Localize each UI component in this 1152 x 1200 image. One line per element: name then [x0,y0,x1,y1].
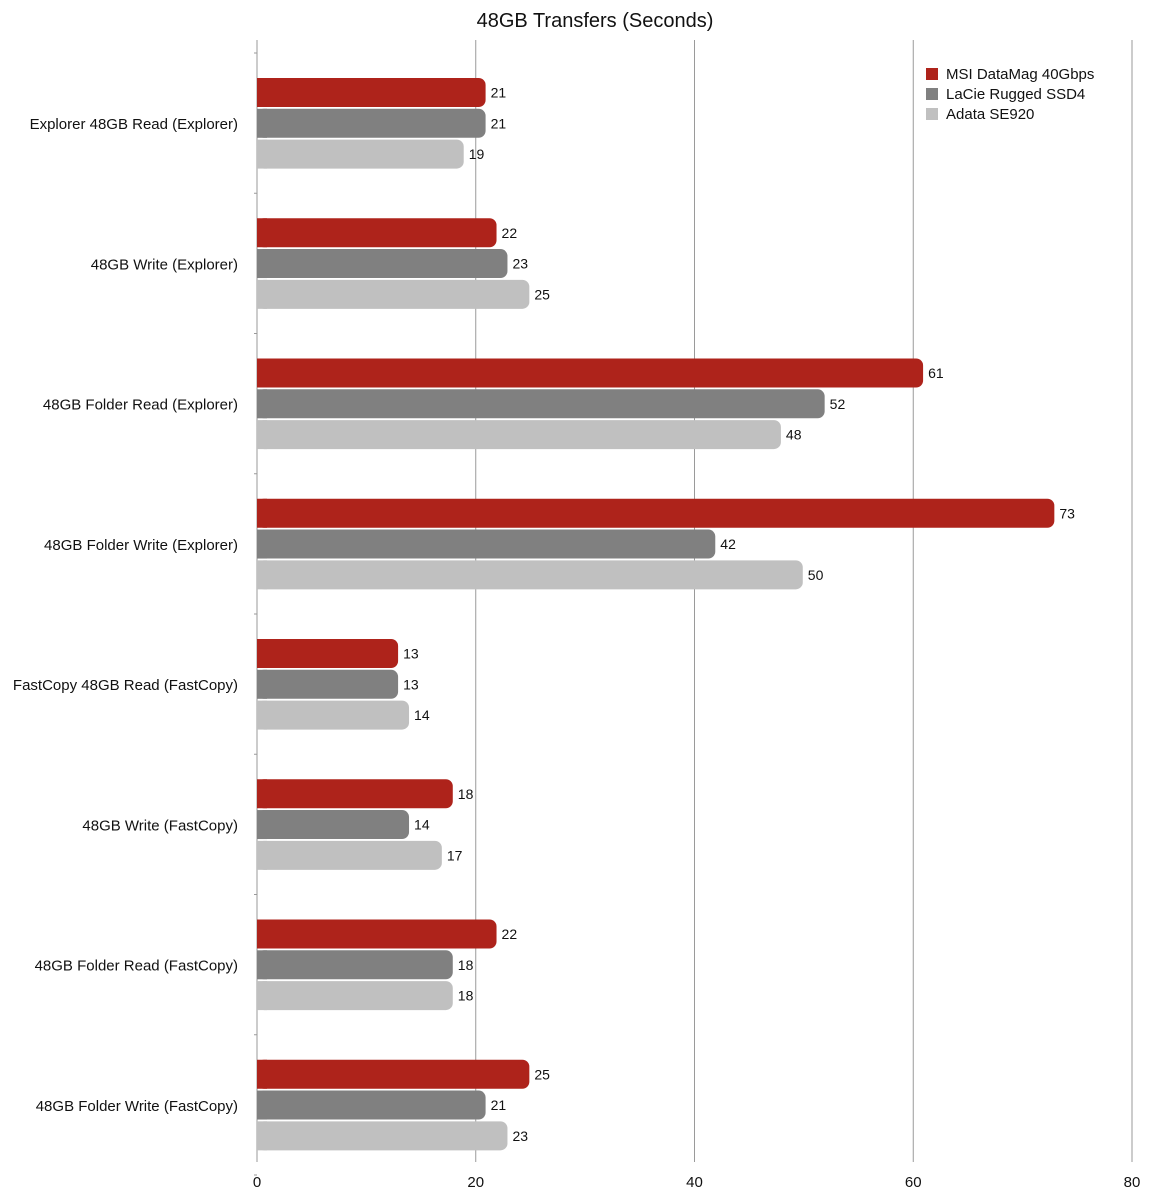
x-tick-label: 60 [905,1174,922,1191]
gridlines [475,40,1133,1162]
data-label: 50 [808,567,824,583]
bar-base [257,700,267,730]
bar [257,358,924,388]
bar [257,529,716,559]
data-label: 22 [502,926,518,942]
bar [257,669,399,699]
category-label: 48GB Folder Read (FastCopy) [35,958,238,975]
data-label: 21 [491,1097,507,1113]
data-label: 42 [720,536,736,552]
data-label: 23 [512,256,528,272]
category-label: 48GB Folder Read (Explorer) [43,397,238,414]
bar [257,779,453,809]
bar [257,1090,486,1120]
bar [257,420,781,450]
bar [257,1121,508,1151]
bar [257,1059,530,1089]
bar [257,560,803,590]
bar-base [257,139,267,169]
data-label: 14 [414,707,430,723]
bar-base [257,919,267,949]
legend: MSI DataMag 40Gbps LaCie Rugged SSD4 Adata… [926,66,1094,123]
legend-label: LaCie Rugged SSD4 [946,86,1085,103]
bar-base [257,810,267,840]
axes: 0 20 40 60 80 [253,40,1141,1191]
data-label: 25 [534,1066,550,1082]
legend-swatch [926,68,938,80]
category-label: 48GB Write (FastCopy) [82,817,238,834]
bar-base [257,1059,267,1089]
bar-base [257,389,267,419]
x-tick-label: 0 [253,1174,261,1191]
legend-swatch [926,108,938,120]
data-label: 18 [458,957,474,973]
bar-base [257,498,267,528]
category-label: Explorer 48GB Read (Explorer) [30,116,238,133]
data-label: 13 [403,676,419,692]
bar [257,919,497,949]
bar [257,700,410,730]
data-label: 14 [414,817,430,833]
bars [257,78,1055,1151]
labels: Explorer 48GB Read (Explorer) 21 21 19 48GB … [13,85,1075,1144]
bar [257,639,399,668]
bar-base [257,1121,267,1151]
bar [257,389,825,419]
data-label: 25 [534,286,550,302]
bar-base [257,279,267,309]
bar-base [257,218,267,248]
data-label: 19 [469,146,485,162]
legend-label: MSI DataMag 40Gbps [946,66,1094,83]
bar [257,108,486,138]
data-label: 48 [786,427,802,443]
data-label: 18 [458,988,474,1004]
bar [257,139,464,169]
bar-base [257,78,267,107]
bar [257,78,486,107]
chart-title: 48GB Transfers (Seconds) [477,10,714,32]
x-tick-label: 40 [686,1174,703,1191]
bar-base [257,420,267,450]
x-tick-label: 20 [467,1174,484,1191]
bar-base [257,669,267,699]
data-label: 21 [491,115,507,131]
bar-base [257,981,267,1011]
category-label: FastCopy 48GB Read (FastCopy) [13,677,238,694]
data-label: 18 [458,786,474,802]
data-label: 73 [1059,505,1075,521]
bar-base [257,560,267,590]
bar-base [257,639,267,668]
bar-base [257,840,267,870]
data-label: 23 [512,1128,528,1144]
bar-base [257,358,267,388]
category-label: 48GB Folder Write (FastCopy) [36,1098,238,1115]
legend-label: Adata SE920 [946,106,1034,123]
data-label: 61 [928,365,944,381]
bar [257,279,530,309]
bar-base [257,108,267,138]
bar [257,840,442,870]
bar-base [257,779,267,809]
bar [257,249,508,279]
data-label: 13 [403,646,419,662]
bar-base [257,529,267,559]
bar [257,498,1055,528]
bar-base [257,1090,267,1120]
legend-swatch [926,88,938,100]
bar [257,218,497,248]
x-tick-label: 80 [1124,1174,1141,1191]
category-label: 48GB Folder Write (Explorer) [44,537,238,554]
bar-base [257,249,267,279]
data-label: 21 [491,85,507,101]
bar [257,981,453,1011]
bar [257,810,410,840]
category-label: 48GB Write (Explorer) [91,256,238,273]
data-label: 17 [447,847,463,863]
bar-base [257,950,267,980]
data-label: 22 [502,225,518,241]
data-label: 52 [830,396,846,412]
bar [257,950,453,980]
